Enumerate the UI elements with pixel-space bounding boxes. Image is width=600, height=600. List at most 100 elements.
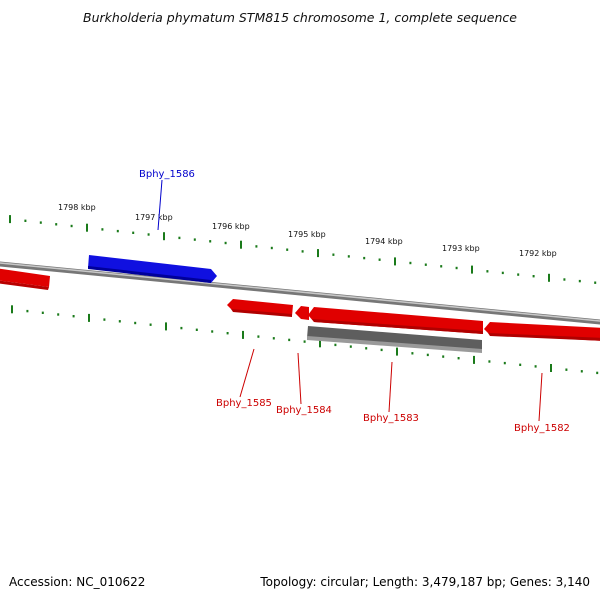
minor-tick bbox=[26, 309, 29, 313]
minor-tick bbox=[596, 371, 599, 375]
minor-tick bbox=[226, 332, 229, 335]
label-leader-bphy-1585 bbox=[239, 348, 255, 398]
minor-tick bbox=[349, 345, 352, 348]
gene-bphy-1584[interactable] bbox=[295, 306, 309, 320]
minor-tick bbox=[411, 352, 414, 355]
major-tick bbox=[319, 339, 321, 348]
minor-tick bbox=[532, 275, 535, 278]
minor-tick bbox=[180, 326, 183, 330]
minor-tick bbox=[288, 338, 291, 342]
minor-tick bbox=[426, 353, 429, 357]
minor-tick bbox=[178, 236, 181, 240]
minor-tick bbox=[442, 355, 445, 358]
minor-tick bbox=[195, 328, 198, 331]
minor-tick bbox=[118, 320, 121, 323]
minor-tick bbox=[378, 258, 381, 261]
major-tick bbox=[394, 257, 396, 266]
major-tick bbox=[473, 355, 475, 364]
label-leader-bphy-1586 bbox=[157, 179, 163, 231]
gene-partial-left[interactable] bbox=[0, 268, 50, 287]
tick-ring-outer bbox=[9, 215, 597, 284]
minor-tick bbox=[380, 348, 383, 352]
gene-bphy-1585-shadow bbox=[231, 309, 292, 317]
minor-tick bbox=[455, 266, 458, 270]
chromosome-backbone bbox=[0, 261, 600, 325]
major-tick bbox=[88, 313, 90, 322]
tick-label: 1794 kbp bbox=[365, 237, 403, 246]
map-title: Burkholderia phymatum STM815 chromosome … bbox=[83, 10, 517, 25]
major-tick bbox=[317, 249, 319, 258]
minor-tick bbox=[255, 245, 258, 248]
label-leader-bphy-1584 bbox=[297, 352, 302, 405]
minor-tick bbox=[41, 311, 44, 314]
minor-tick bbox=[55, 223, 58, 226]
tick-label: 1793 kbp bbox=[442, 244, 480, 253]
minor-tick bbox=[519, 363, 522, 366]
minor-tick bbox=[209, 240, 212, 243]
minor-tick bbox=[517, 273, 520, 276]
minor-tick bbox=[565, 368, 568, 371]
gene-label-bphy-1582[interactable]: Bphy_1582 bbox=[514, 423, 570, 434]
gene-bphy-1583-shadow bbox=[312, 319, 483, 334]
minor-tick bbox=[347, 255, 350, 258]
major-tick bbox=[396, 347, 398, 356]
minor-tick bbox=[486, 270, 489, 273]
gene-label-bphy-1586[interactable]: Bphy_1586 bbox=[139, 169, 195, 180]
minor-tick bbox=[24, 219, 27, 222]
tick-label: 1796 kbp bbox=[212, 222, 250, 231]
minor-tick bbox=[334, 343, 337, 347]
minor-tick bbox=[57, 313, 60, 316]
minor-tick bbox=[101, 228, 104, 231]
label-leader-bphy-1582 bbox=[538, 372, 543, 422]
gene-partial-left-shadow bbox=[0, 280, 49, 290]
minor-tick bbox=[578, 279, 581, 283]
minor-tick bbox=[134, 321, 137, 325]
minor-tick bbox=[594, 281, 597, 284]
minor-tick bbox=[193, 238, 196, 241]
minor-tick bbox=[147, 233, 150, 236]
minor-tick bbox=[363, 256, 366, 260]
minor-tick bbox=[534, 365, 537, 368]
minor-tick bbox=[563, 278, 566, 281]
accession-text: Accession: NC_010622 bbox=[9, 575, 146, 589]
minor-tick bbox=[303, 340, 306, 343]
minor-tick bbox=[70, 224, 73, 228]
minor-tick bbox=[332, 253, 335, 256]
gene-label-bphy-1583[interactable]: Bphy_1583 bbox=[363, 413, 419, 424]
gene-label-bphy-1585[interactable]: Bphy_1585 bbox=[216, 398, 272, 409]
gene-bphy-1586[interactable] bbox=[88, 255, 217, 283]
minor-tick bbox=[149, 323, 152, 326]
label-leader-bphy-1583 bbox=[388, 361, 393, 413]
gene-bphy-1583[interactable] bbox=[308, 307, 483, 334]
major-tick bbox=[240, 240, 242, 249]
minor-tick bbox=[503, 361, 506, 365]
grey-feature[interactable] bbox=[307, 326, 482, 351]
minor-tick bbox=[286, 248, 289, 251]
major-tick bbox=[471, 265, 473, 274]
tick-label: 1797 kbp bbox=[135, 213, 173, 222]
major-tick bbox=[163, 232, 165, 241]
major-tick bbox=[242, 330, 244, 339]
minor-tick bbox=[103, 318, 106, 321]
minor-tick bbox=[365, 347, 368, 350]
minor-tick bbox=[488, 360, 491, 363]
minor-tick bbox=[39, 221, 42, 224]
tick-label: 1798 kbp bbox=[58, 203, 96, 212]
major-tick bbox=[86, 223, 88, 232]
gene-label-bphy-1584[interactable]: Bphy_1584 bbox=[276, 405, 332, 416]
minor-tick bbox=[132, 231, 135, 234]
topology-summary: Topology: circular; Length: 3,479,187 bp… bbox=[260, 575, 590, 589]
minor-tick bbox=[580, 370, 583, 373]
minor-tick bbox=[224, 241, 227, 245]
gene-bphy-1582-shadow bbox=[488, 333, 600, 341]
minor-tick bbox=[301, 250, 304, 253]
tick-label: 1795 kbp bbox=[288, 230, 326, 239]
minor-tick bbox=[270, 246, 273, 250]
major-tick bbox=[165, 322, 167, 331]
minor-tick bbox=[116, 229, 119, 233]
minor-tick bbox=[409, 261, 412, 265]
major-tick bbox=[548, 273, 550, 282]
major-tick bbox=[550, 364, 552, 372]
minor-tick bbox=[457, 357, 460, 360]
